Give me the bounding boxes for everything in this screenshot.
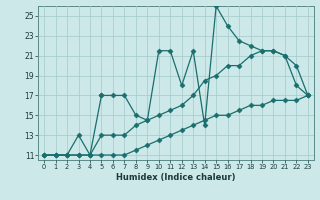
X-axis label: Humidex (Indice chaleur): Humidex (Indice chaleur) [116,173,236,182]
